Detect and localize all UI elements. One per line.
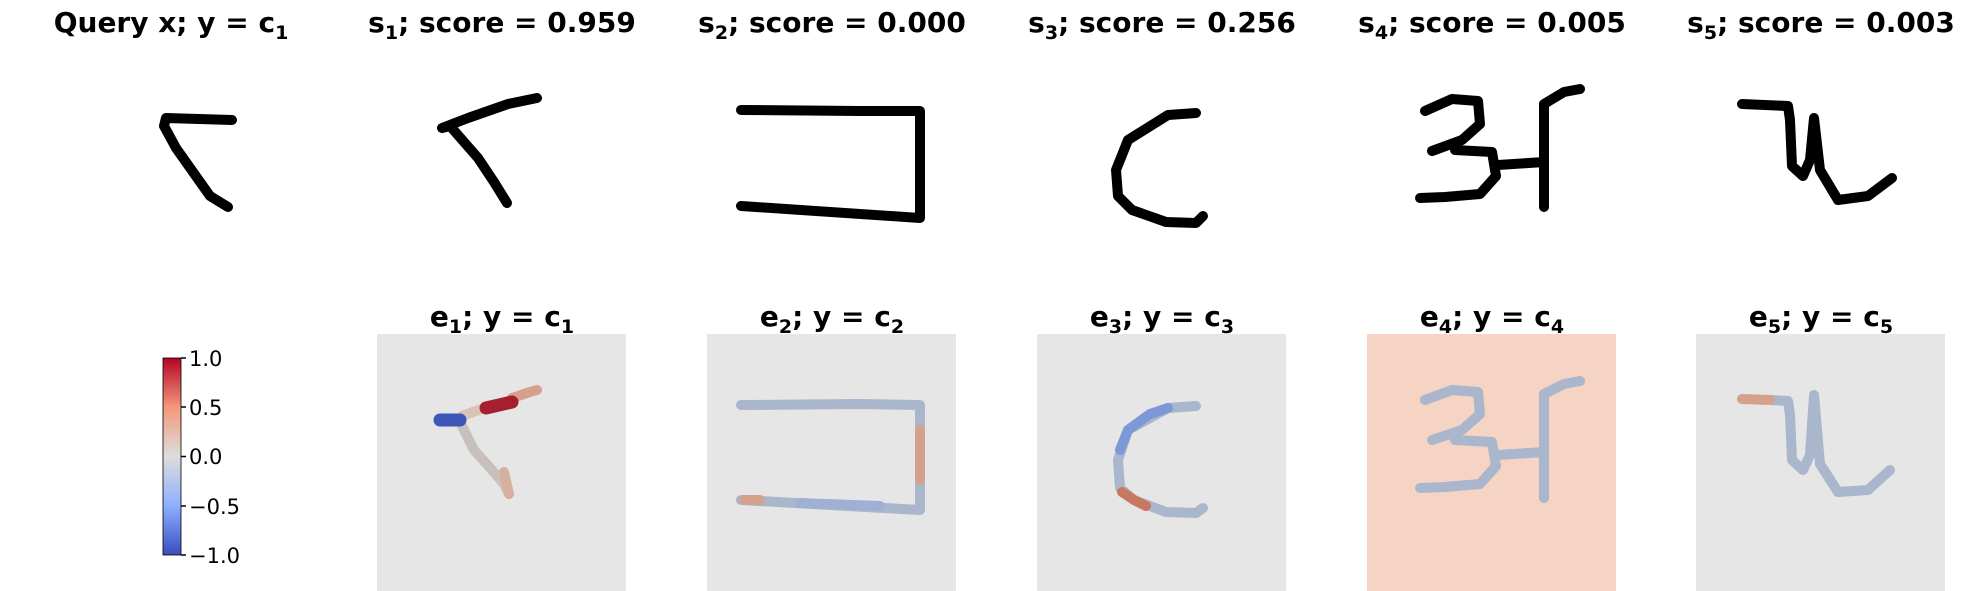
sample-glyph-2 <box>736 105 925 223</box>
colorbar-tick-label: −1.0 <box>189 544 240 568</box>
heatmap-stroke <box>1737 394 1775 405</box>
explanation-panel-5 <box>1696 334 1945 591</box>
explanation-panel-1 <box>377 334 626 591</box>
colorbar-gradient <box>162 357 182 556</box>
explanation-title-1: e1; y = c1 <box>430 300 574 338</box>
heatmap-stroke <box>507 385 542 403</box>
sample-glyph-3 <box>1111 108 1208 228</box>
explanation-title-5: e5; y = c5 <box>1749 300 1893 338</box>
query-glyph <box>159 113 237 212</box>
heatmap-background <box>1037 334 1286 591</box>
explanation-title-3: e3; y = c3 <box>1090 300 1234 338</box>
heatmap-stroke <box>1765 390 1895 497</box>
sample-glyph-1 <box>437 93 542 208</box>
heatmap-stroke <box>1115 403 1173 455</box>
explanation-panel-4 <box>1367 334 1616 591</box>
heatmap-background <box>707 334 956 591</box>
sample-title-4: s4; score = 0.005 <box>1358 6 1626 44</box>
sample-title-2: s2; score = 0.000 <box>698 6 966 44</box>
colorbar-tick-label: 0.5 <box>189 396 222 420</box>
heatmap-stroke <box>479 395 519 415</box>
sample-title-3: s3; score = 0.256 <box>1028 6 1296 44</box>
heatmap-stroke <box>1415 376 1585 503</box>
sample-glyph-5 <box>1737 99 1897 205</box>
colorbar-tick-label: 1.0 <box>189 347 222 371</box>
explanation-panel-2 <box>707 334 956 591</box>
explanation-title-2: e2; y = c2 <box>760 300 904 338</box>
colorbar: 1.0 0.5 0.0 −0.5 −1.0 <box>162 347 240 568</box>
explanation-title-4: e4; y = c4 <box>1420 300 1564 338</box>
colorbar-tick-label: 0.0 <box>189 445 222 469</box>
query-title: Query x; y = c1 <box>54 6 289 44</box>
sample-glyph-4 <box>1415 84 1585 212</box>
sample-title-1: s1; score = 0.959 <box>368 6 636 44</box>
heatmap-background <box>377 334 626 591</box>
heatmap-stroke <box>795 498 885 511</box>
explanation-panel-3 <box>1037 334 1286 591</box>
heatmap-stroke <box>1117 487 1151 511</box>
sample-title-5: s5; score = 0.003 <box>1687 6 1955 44</box>
colorbar-tick-label: −0.5 <box>189 495 240 519</box>
heatmap-stroke <box>499 467 514 499</box>
